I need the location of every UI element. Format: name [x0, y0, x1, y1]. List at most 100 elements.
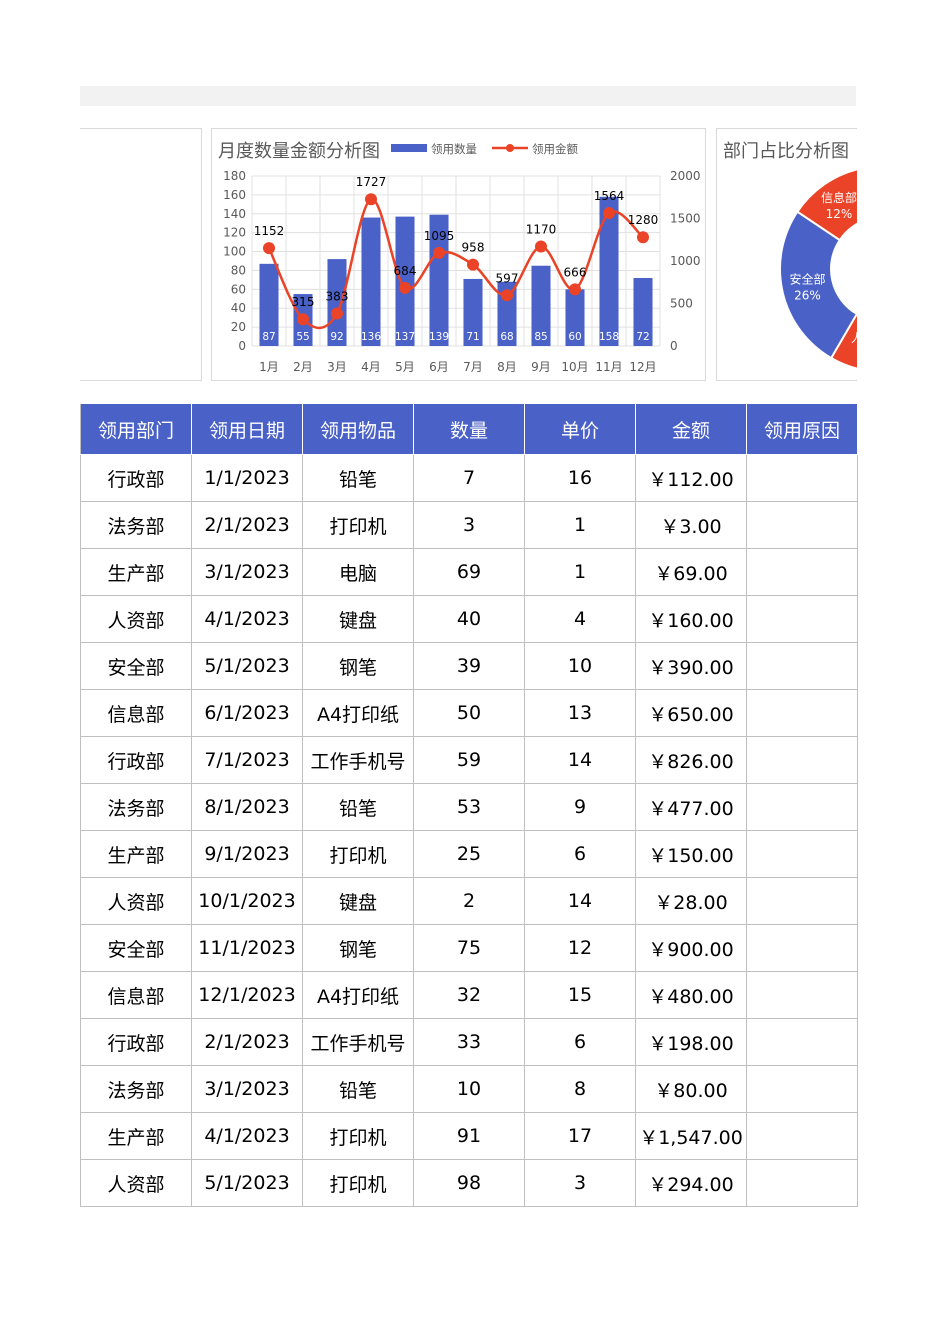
- table-cell[interactable]: [746, 642, 858, 690]
- table-cell[interactable]: [746, 877, 858, 925]
- table-cell[interactable]: 6/1/2023: [191, 689, 303, 737]
- table-cell[interactable]: 9/1/2023: [191, 830, 303, 878]
- table-cell[interactable]: 铅笔: [302, 1065, 414, 1113]
- table-cell[interactable]: ￥112.00: [635, 454, 747, 502]
- table-cell[interactable]: 行政部: [80, 454, 192, 502]
- table-cell[interactable]: 铅笔: [302, 454, 414, 502]
- table-cell[interactable]: 钢笔: [302, 642, 414, 690]
- table-cell[interactable]: 铅笔: [302, 783, 414, 831]
- table-cell[interactable]: A4打印纸: [302, 689, 414, 737]
- table-cell[interactable]: 33: [413, 1018, 525, 1066]
- table-cell[interactable]: 16: [524, 454, 636, 502]
- table-cell[interactable]: 14: [524, 736, 636, 784]
- table-cell[interactable]: ￥198.00: [635, 1018, 747, 1066]
- table-cell[interactable]: 钢笔: [302, 924, 414, 972]
- table-cell[interactable]: ￥650.00: [635, 689, 747, 737]
- table-cell[interactable]: ￥160.00: [635, 595, 747, 643]
- table-cell[interactable]: 打印机: [302, 1112, 414, 1160]
- table-cell[interactable]: 法务部: [80, 1065, 192, 1113]
- table-cell[interactable]: 3/1/2023: [191, 548, 303, 596]
- table-cell[interactable]: [746, 924, 858, 972]
- table-cell[interactable]: 电脑: [302, 548, 414, 596]
- table-cell[interactable]: ￥1,547.00: [635, 1112, 747, 1160]
- table-cell[interactable]: ￥69.00: [635, 548, 747, 596]
- table-cell[interactable]: 53: [413, 783, 525, 831]
- table-cell[interactable]: 12/1/2023: [191, 971, 303, 1019]
- table-cell[interactable]: ￥826.00: [635, 736, 747, 784]
- table-cell[interactable]: 13: [524, 689, 636, 737]
- table-cell[interactable]: 1/1/2023: [191, 454, 303, 502]
- table-cell[interactable]: 打印机: [302, 830, 414, 878]
- table-cell[interactable]: 14: [524, 877, 636, 925]
- table-cell[interactable]: 人资部: [80, 1159, 192, 1207]
- table-cell[interactable]: ￥390.00: [635, 642, 747, 690]
- table-cell[interactable]: [746, 595, 858, 643]
- table-cell[interactable]: 75: [413, 924, 525, 972]
- table-cell[interactable]: 工作手机号: [302, 736, 414, 784]
- table-cell[interactable]: 8/1/2023: [191, 783, 303, 831]
- table-cell[interactable]: 7/1/2023: [191, 736, 303, 784]
- table-cell[interactable]: [746, 548, 858, 596]
- table-cell[interactable]: 4/1/2023: [191, 1112, 303, 1160]
- table-cell[interactable]: 3: [413, 501, 525, 549]
- table-cell[interactable]: 91: [413, 1112, 525, 1160]
- table-cell[interactable]: 打印机: [302, 1159, 414, 1207]
- table-cell[interactable]: 5/1/2023: [191, 1159, 303, 1207]
- table-cell[interactable]: 6: [524, 830, 636, 878]
- table-cell[interactable]: 11/1/2023: [191, 924, 303, 972]
- table-cell[interactable]: 法务部: [80, 501, 192, 549]
- table-cell[interactable]: ￥294.00: [635, 1159, 747, 1207]
- table-cell[interactable]: 8: [524, 1065, 636, 1113]
- table-cell[interactable]: 生产部: [80, 548, 192, 596]
- table-cell[interactable]: [746, 736, 858, 784]
- table-cell[interactable]: [746, 1112, 858, 1160]
- table-cell[interactable]: [746, 830, 858, 878]
- table-cell[interactable]: 人资部: [80, 877, 192, 925]
- table-cell[interactable]: 安全部: [80, 924, 192, 972]
- table-cell[interactable]: 1: [524, 501, 636, 549]
- table-cell[interactable]: 50: [413, 689, 525, 737]
- table-cell[interactable]: ￥80.00: [635, 1065, 747, 1113]
- table-cell[interactable]: 人资部: [80, 595, 192, 643]
- table-cell[interactable]: 15: [524, 971, 636, 1019]
- table-cell[interactable]: 10/1/2023: [191, 877, 303, 925]
- table-cell[interactable]: [746, 971, 858, 1019]
- table-cell[interactable]: [746, 783, 858, 831]
- table-cell[interactable]: 键盘: [302, 877, 414, 925]
- table-cell[interactable]: 7: [413, 454, 525, 502]
- table-cell[interactable]: [746, 454, 858, 502]
- table-cell[interactable]: 6: [524, 1018, 636, 1066]
- table-cell[interactable]: 17: [524, 1112, 636, 1160]
- table-cell[interactable]: ￥900.00: [635, 924, 747, 972]
- table-cell[interactable]: 法务部: [80, 783, 192, 831]
- table-cell[interactable]: A4打印纸: [302, 971, 414, 1019]
- table-cell[interactable]: [746, 501, 858, 549]
- table-cell[interactable]: 3: [524, 1159, 636, 1207]
- table-cell[interactable]: 行政部: [80, 1018, 192, 1066]
- table-cell[interactable]: 生产部: [80, 1112, 192, 1160]
- table-cell[interactable]: 4: [524, 595, 636, 643]
- table-cell[interactable]: 1: [524, 548, 636, 596]
- table-cell[interactable]: 69: [413, 548, 525, 596]
- table-cell[interactable]: 行政部: [80, 736, 192, 784]
- table-cell[interactable]: 工作手机号: [302, 1018, 414, 1066]
- table-cell[interactable]: ￥3.00: [635, 501, 747, 549]
- table-cell[interactable]: 98: [413, 1159, 525, 1207]
- table-cell[interactable]: 2/1/2023: [191, 1018, 303, 1066]
- table-cell[interactable]: ￥477.00: [635, 783, 747, 831]
- table-cell[interactable]: 安全部: [80, 642, 192, 690]
- table-cell[interactable]: ￥28.00: [635, 877, 747, 925]
- table-cell[interactable]: 40: [413, 595, 525, 643]
- table-cell[interactable]: 打印机: [302, 501, 414, 549]
- table-cell[interactable]: 3/1/2023: [191, 1065, 303, 1113]
- table-cell[interactable]: ￥150.00: [635, 830, 747, 878]
- table-cell[interactable]: 键盘: [302, 595, 414, 643]
- table-cell[interactable]: 2: [413, 877, 525, 925]
- table-cell[interactable]: 9: [524, 783, 636, 831]
- table-cell[interactable]: 39: [413, 642, 525, 690]
- table-cell[interactable]: 59: [413, 736, 525, 784]
- table-cell[interactable]: 2/1/2023: [191, 501, 303, 549]
- table-cell[interactable]: 生产部: [80, 830, 192, 878]
- table-cell[interactable]: 32: [413, 971, 525, 1019]
- table-cell[interactable]: 12: [524, 924, 636, 972]
